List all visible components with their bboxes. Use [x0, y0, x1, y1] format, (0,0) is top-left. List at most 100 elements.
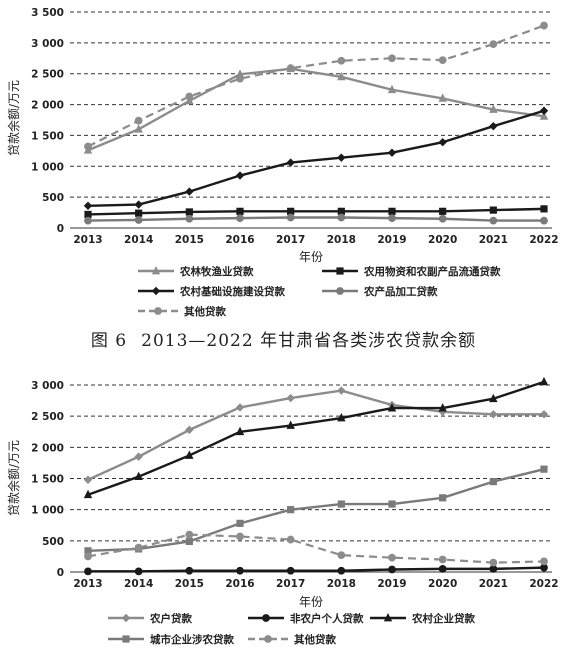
data-point — [387, 148, 397, 157]
data-point — [337, 56, 346, 65]
x-tick-label: 2018 — [327, 578, 356, 590]
data-point — [185, 450, 194, 459]
data-point — [185, 537, 193, 546]
legend-label: 农户贷款 — [149, 612, 192, 625]
legend-marker — [336, 287, 344, 295]
legend-label: 非农户个人贷款 — [290, 612, 364, 625]
data-point — [539, 410, 549, 419]
data-point — [287, 506, 295, 514]
data-point — [489, 216, 498, 225]
series-line — [87, 389, 544, 481]
series-line — [87, 467, 545, 553]
data-point — [84, 210, 92, 219]
data-point — [388, 54, 396, 63]
legend-marker — [151, 266, 161, 275]
data-point — [388, 565, 396, 574]
x-tick-label: 2022 — [529, 234, 558, 246]
data-point — [438, 564, 447, 573]
data-point — [235, 426, 245, 436]
data-point — [539, 376, 549, 386]
y-tick-label: 0 — [57, 223, 64, 235]
y-tick-label: 2 500 — [31, 411, 64, 423]
series-line — [87, 24, 545, 148]
figure-title: 2013—2022 年甘肃省各类涉农贷款余额 — [141, 331, 477, 351]
data-point — [236, 214, 244, 223]
y-axis-title: 贷款余额/万元 — [6, 440, 21, 516]
data-point — [438, 56, 447, 65]
y-tick-label: 3 000 — [31, 38, 64, 50]
x-tick-label: 2021 — [479, 234, 508, 246]
data-point — [286, 64, 295, 73]
data-point — [489, 104, 498, 113]
x-axis-title: 年份 — [299, 250, 323, 264]
data-point — [286, 158, 295, 167]
legend-label: 城市企业涉农贷款 — [150, 633, 234, 646]
legend-label: 农林牧渔业贷款 — [179, 265, 254, 278]
data-point — [489, 121, 498, 131]
data-point — [489, 206, 497, 214]
legend-label: 农村企业贷款 — [411, 612, 475, 625]
data-point — [84, 547, 92, 555]
data-point — [236, 519, 244, 527]
data-point — [286, 393, 295, 403]
data-point — [337, 413, 346, 422]
data-point — [540, 205, 548, 213]
data-point — [236, 74, 244, 83]
x-tick-label: 2016 — [225, 234, 254, 246]
data-point — [438, 403, 447, 412]
data-point — [540, 563, 548, 572]
legend-label: 其他贷款 — [294, 633, 336, 646]
data-point — [286, 535, 295, 544]
y-tick-label: 1 500 — [31, 474, 64, 486]
chart-panel-2: 0 500 1 000 1 500 2 000 2 500 3 000 2013 2014 201… — [0, 360, 567, 651]
chart-panel-1: 0 500 1 000 1 500 2 000 2 500 3 000 3 500 2013 20… — [0, 0, 567, 320]
data-point — [185, 530, 194, 539]
data-point — [489, 478, 497, 486]
data-point — [134, 124, 143, 133]
data-point — [489, 410, 498, 419]
data-point — [236, 566, 244, 575]
data-point — [438, 214, 447, 223]
x-tick-label: 2016 — [225, 578, 254, 590]
series-line — [87, 207, 545, 216]
y-tick-label: 2 000 — [31, 442, 64, 454]
legend-marker — [151, 286, 161, 296]
data-point — [540, 216, 548, 225]
data-point — [84, 142, 92, 151]
y-axis-title: 贷款余额/万元 — [6, 80, 21, 156]
data-point — [337, 386, 346, 395]
data-point — [84, 552, 92, 561]
y-tick-label: 3 000 — [31, 380, 64, 392]
data-point — [134, 543, 143, 552]
data-point — [337, 153, 346, 162]
legend-label: 农用物资和农副产品流通贷款 — [363, 265, 501, 278]
data-point — [236, 532, 244, 541]
data-point — [388, 214, 396, 223]
data-point — [337, 213, 346, 222]
legend-label: 农产品加工贷款 — [363, 285, 438, 298]
series-line — [87, 216, 544, 222]
data-point — [337, 566, 346, 575]
data-point — [387, 403, 397, 412]
data-point — [83, 489, 93, 499]
data-point — [286, 566, 295, 575]
data-point — [540, 557, 548, 566]
data-point — [539, 106, 549, 115]
data-point — [286, 213, 295, 222]
data-point — [84, 216, 92, 225]
series-line — [87, 533, 545, 564]
y-tick-label: 500 — [42, 192, 64, 204]
series-line — [87, 109, 545, 207]
data-point — [134, 452, 143, 461]
series-line — [87, 380, 545, 496]
data-point — [83, 475, 93, 484]
series-line — [88, 566, 545, 573]
y-tick-label: 2 000 — [31, 100, 64, 112]
legend-label: 农村基础设施建设贷款 — [179, 285, 285, 298]
data-point — [84, 567, 92, 576]
x-tick-label: 2018 — [327, 234, 356, 246]
legend-marker — [264, 635, 272, 643]
legend-marker — [262, 614, 270, 622]
x-tick-label: 2020 — [428, 578, 457, 590]
x-tick-label: 2013 — [73, 234, 102, 246]
